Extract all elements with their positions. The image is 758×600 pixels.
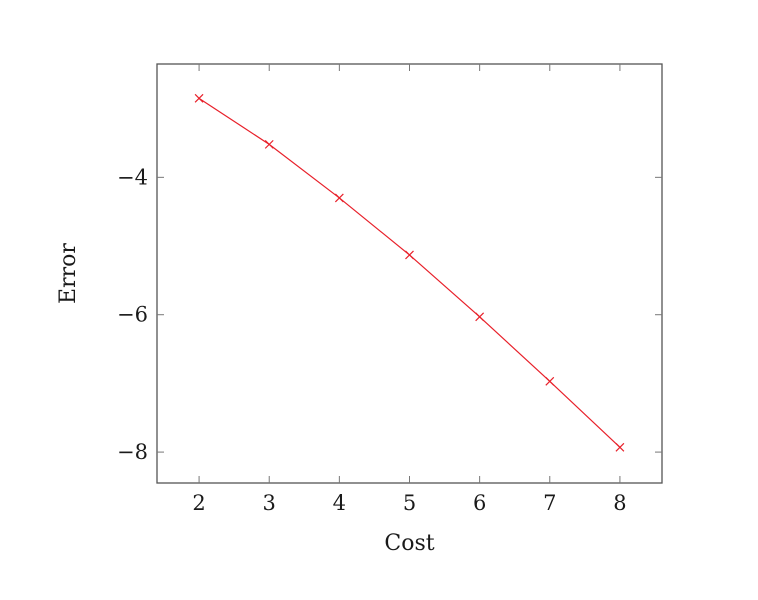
y-axis-title: Error (56, 243, 81, 304)
x-tick-label: 3 (263, 491, 276, 515)
y-tick-label: −8 (117, 440, 148, 464)
x-tick-label: 7 (543, 491, 556, 515)
x-tick-label: 5 (403, 491, 416, 515)
y-tick-label: −6 (117, 303, 148, 327)
data-point-marker (264, 139, 274, 149)
data-point-marker (405, 250, 414, 260)
x-tick-label: 4 (333, 491, 346, 515)
y-axis: −4 −6 −8 (117, 165, 662, 464)
data-point-marker (545, 376, 555, 386)
x-tick-label: 8 (613, 491, 626, 515)
x-tick-label: 6 (473, 491, 486, 515)
data-point-marker (615, 442, 625, 452)
series-line (198, 97, 621, 448)
data-point-marker (334, 193, 344, 203)
series-layer (194, 93, 625, 452)
plot-area-frame (156, 63, 663, 484)
x-axis-title: Cost (384, 531, 434, 556)
y-tick-label: −4 (117, 165, 148, 189)
data-point-marker (475, 312, 485, 322)
x-axis: 2 3 4 5 6 7 8 (192, 64, 627, 515)
data-point-marker (194, 93, 204, 103)
x-tick-label: 2 (192, 491, 205, 515)
